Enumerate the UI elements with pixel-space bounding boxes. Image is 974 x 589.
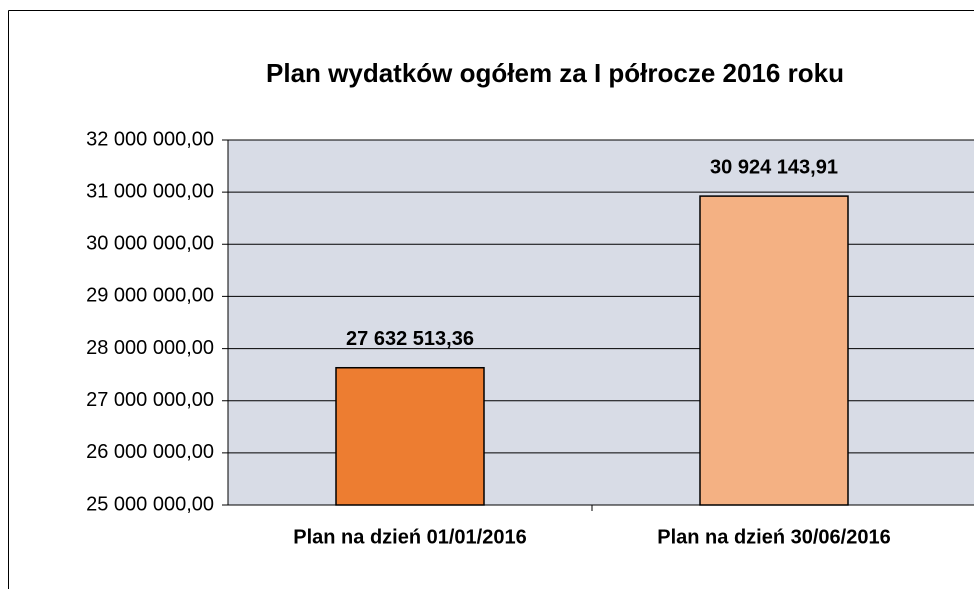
x-tick-label: Plan na dzień 30/06/2016 [657, 526, 890, 548]
y-tick-label: 32 000 000,00 [86, 128, 214, 150]
y-tick-label: 30 000 000,00 [86, 233, 214, 255]
value-label: 27 632 513,36 [346, 328, 474, 350]
y-tick-label: 27 000 000,00 [86, 389, 214, 411]
y-tick-label: 31 000 000,00 [86, 180, 214, 202]
y-tick-label: 29 000 000,00 [86, 285, 214, 307]
value-label: 30 924 143,91 [710, 156, 838, 178]
chart-title: Plan wydatków ogółem za I półrocze 2016 … [266, 58, 844, 88]
y-tick-label: 28 000 000,00 [86, 337, 214, 359]
y-tick-label: 26 000 000,00 [86, 441, 214, 463]
bar [699, 195, 849, 506]
x-tick-label: Plan na dzień 01/01/2016 [293, 526, 526, 548]
bar [335, 366, 485, 506]
y-tick-label: 25 000 000,00 [86, 493, 214, 515]
